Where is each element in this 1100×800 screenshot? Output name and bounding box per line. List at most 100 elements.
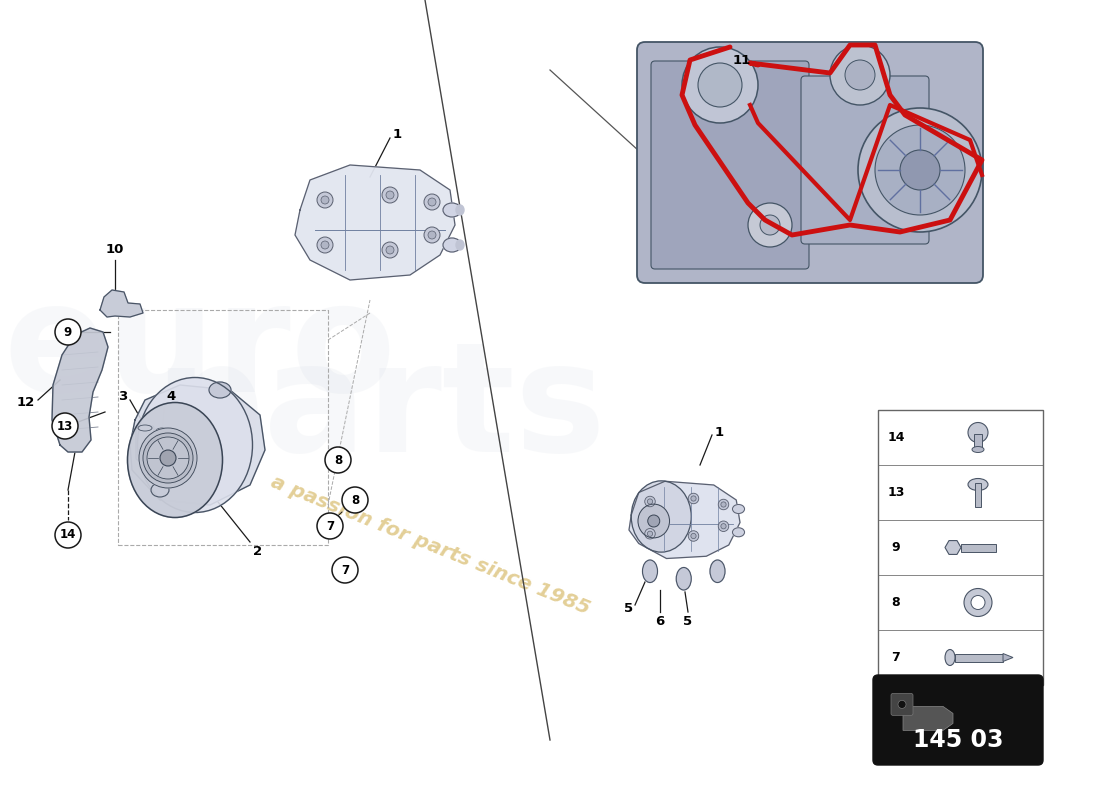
Circle shape bbox=[317, 237, 333, 253]
Circle shape bbox=[321, 196, 329, 204]
Circle shape bbox=[386, 191, 394, 199]
Text: 4: 4 bbox=[166, 390, 175, 403]
FancyBboxPatch shape bbox=[651, 61, 808, 269]
Text: 13: 13 bbox=[57, 419, 73, 433]
Circle shape bbox=[645, 529, 656, 539]
Circle shape bbox=[718, 499, 728, 510]
FancyBboxPatch shape bbox=[873, 675, 1043, 765]
Text: 145 03: 145 03 bbox=[913, 728, 1003, 752]
Text: 6: 6 bbox=[656, 615, 664, 628]
Ellipse shape bbox=[733, 505, 745, 514]
Bar bbox=[975, 482, 981, 506]
Circle shape bbox=[160, 450, 176, 466]
Text: euro: euro bbox=[3, 275, 396, 425]
Circle shape bbox=[874, 125, 965, 215]
Text: 8: 8 bbox=[892, 596, 900, 609]
Circle shape bbox=[648, 499, 652, 504]
Bar bbox=[878, 410, 1043, 465]
FancyBboxPatch shape bbox=[801, 76, 930, 244]
Polygon shape bbox=[1003, 654, 1013, 662]
Bar bbox=[878, 465, 1043, 520]
Ellipse shape bbox=[972, 446, 984, 453]
Text: 1: 1 bbox=[393, 127, 403, 141]
Text: 14: 14 bbox=[59, 529, 76, 542]
Circle shape bbox=[900, 150, 940, 190]
Circle shape bbox=[691, 534, 696, 538]
Ellipse shape bbox=[968, 478, 988, 490]
Circle shape bbox=[321, 241, 329, 249]
Bar bbox=[878, 410, 1043, 685]
Text: 7: 7 bbox=[892, 651, 901, 664]
Ellipse shape bbox=[945, 650, 955, 666]
Circle shape bbox=[52, 413, 78, 439]
Ellipse shape bbox=[733, 528, 745, 537]
Ellipse shape bbox=[710, 560, 725, 582]
Text: 5: 5 bbox=[624, 602, 632, 614]
Text: a passion for parts since 1985: a passion for parts since 1985 bbox=[267, 472, 592, 618]
Ellipse shape bbox=[456, 240, 464, 250]
Ellipse shape bbox=[443, 238, 461, 252]
Polygon shape bbox=[295, 165, 455, 280]
Bar bbox=[878, 575, 1043, 630]
Circle shape bbox=[424, 227, 440, 243]
Ellipse shape bbox=[139, 428, 197, 488]
Ellipse shape bbox=[147, 437, 189, 479]
Ellipse shape bbox=[631, 481, 691, 552]
Bar bbox=[961, 543, 996, 551]
Circle shape bbox=[424, 194, 440, 210]
Text: 3: 3 bbox=[118, 390, 127, 403]
Ellipse shape bbox=[443, 203, 461, 217]
Text: 8: 8 bbox=[334, 454, 342, 466]
Ellipse shape bbox=[143, 433, 192, 483]
Text: 8: 8 bbox=[351, 494, 359, 506]
Circle shape bbox=[55, 522, 81, 548]
Circle shape bbox=[648, 515, 660, 527]
Circle shape bbox=[382, 187, 398, 203]
FancyBboxPatch shape bbox=[154, 429, 170, 457]
Ellipse shape bbox=[151, 483, 169, 497]
Circle shape bbox=[55, 319, 81, 345]
Circle shape bbox=[332, 557, 358, 583]
Circle shape bbox=[748, 203, 792, 247]
Polygon shape bbox=[52, 328, 108, 452]
Text: 7: 7 bbox=[326, 519, 334, 533]
Circle shape bbox=[858, 108, 982, 232]
Polygon shape bbox=[100, 290, 143, 317]
Circle shape bbox=[689, 530, 698, 542]
Circle shape bbox=[720, 502, 726, 507]
Text: 13: 13 bbox=[888, 486, 904, 499]
Text: parts: parts bbox=[154, 335, 606, 485]
Text: 7: 7 bbox=[341, 563, 349, 577]
Bar bbox=[955, 654, 1003, 662]
Ellipse shape bbox=[209, 382, 231, 398]
Ellipse shape bbox=[138, 425, 152, 431]
FancyBboxPatch shape bbox=[891, 694, 913, 715]
Circle shape bbox=[971, 595, 984, 610]
Ellipse shape bbox=[456, 205, 464, 215]
Circle shape bbox=[324, 447, 351, 473]
Bar bbox=[974, 434, 982, 450]
Bar bbox=[878, 630, 1043, 685]
FancyBboxPatch shape bbox=[637, 42, 983, 283]
Circle shape bbox=[682, 47, 758, 123]
Circle shape bbox=[718, 521, 728, 531]
Circle shape bbox=[428, 231, 436, 239]
Text: 2: 2 bbox=[253, 545, 262, 558]
Circle shape bbox=[342, 487, 369, 513]
Circle shape bbox=[382, 242, 398, 258]
Circle shape bbox=[760, 215, 780, 235]
Polygon shape bbox=[903, 706, 953, 730]
Ellipse shape bbox=[156, 428, 168, 434]
Text: 10: 10 bbox=[106, 243, 124, 256]
Circle shape bbox=[648, 531, 652, 536]
Text: 14: 14 bbox=[888, 431, 904, 444]
Bar bbox=[878, 520, 1043, 575]
Circle shape bbox=[645, 496, 656, 506]
Polygon shape bbox=[629, 482, 740, 558]
Polygon shape bbox=[130, 385, 265, 505]
Circle shape bbox=[317, 192, 333, 208]
Ellipse shape bbox=[138, 378, 253, 513]
Circle shape bbox=[898, 701, 906, 709]
Text: 5: 5 bbox=[683, 615, 693, 628]
Circle shape bbox=[964, 589, 992, 617]
